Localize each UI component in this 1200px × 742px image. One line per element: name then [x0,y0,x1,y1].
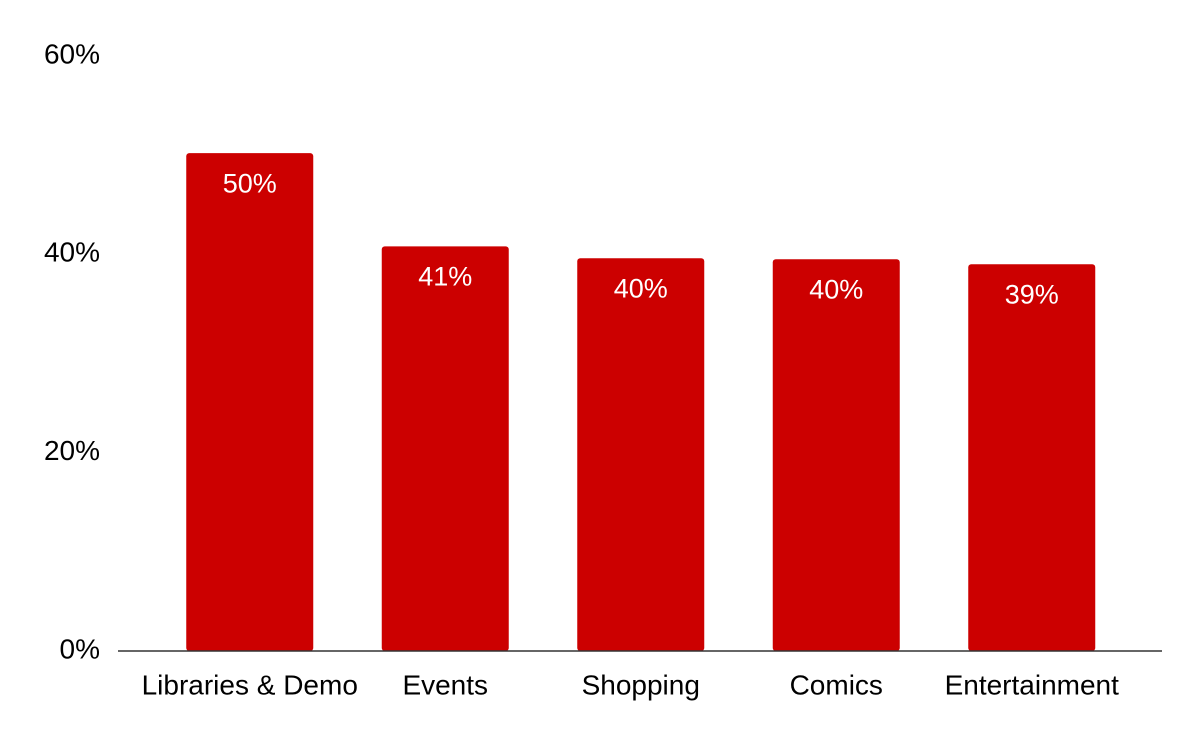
bar [577,258,705,651]
value-label: 39% [1005,279,1059,309]
bar [772,259,900,651]
x-tick-label: Entertainment [945,669,1120,700]
bar [968,264,1096,651]
y-tick-label: 60% [44,38,100,69]
value-label: 40% [614,273,668,303]
y-tick-label: 40% [44,237,100,268]
value-label: 40% [809,274,863,304]
y-tick-label: 20% [44,435,100,466]
x-tick-label: Events [402,669,488,700]
y-tick-label: 0% [60,633,100,664]
bar [381,246,509,651]
x-tick-label: Comics [790,669,883,700]
bar [186,153,314,651]
x-tick-label: Libraries & Demo [142,669,358,700]
value-label: 50% [223,168,277,198]
x-tick-label: Shopping [582,669,700,700]
value-label: 41% [418,262,472,292]
